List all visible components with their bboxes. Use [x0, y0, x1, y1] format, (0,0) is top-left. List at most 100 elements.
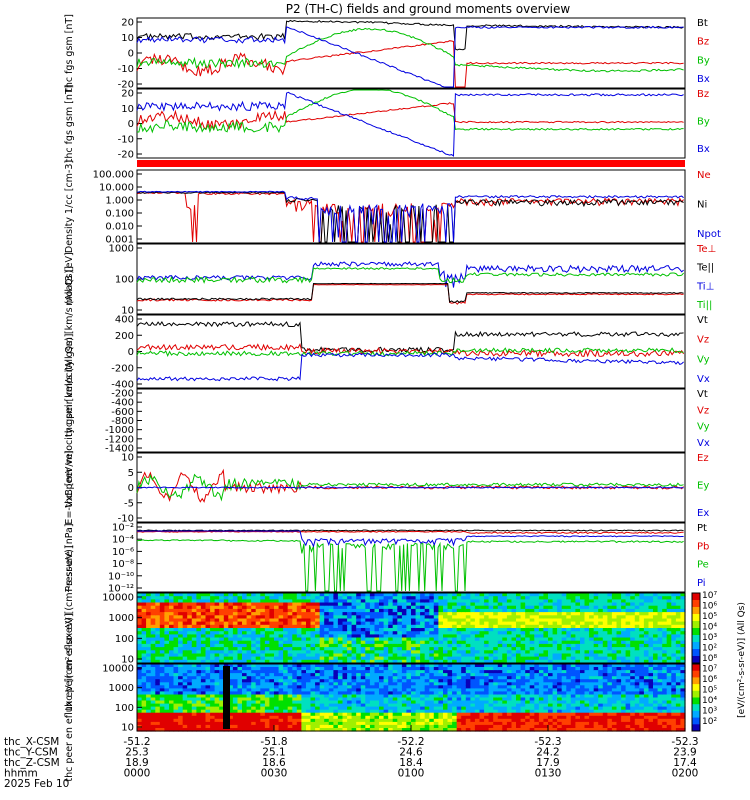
spectrogram-cell — [242, 631, 248, 635]
spectrogram-cell — [447, 712, 453, 717]
spectrogram-cell — [474, 682, 481, 686]
spectrogram-cell — [292, 624, 298, 629]
spectrogram-cell — [392, 637, 398, 642]
spectrogram-cell — [401, 700, 408, 705]
spectrogram-cell — [328, 721, 334, 726]
spectrogram-cell — [411, 706, 417, 711]
spectrogram-cell — [456, 643, 462, 648]
spectrogram-cell — [232, 691, 239, 695]
spectrogram-cell — [616, 628, 622, 632]
spectrogram-cell — [465, 715, 471, 720]
spectrogram-cell — [470, 656, 476, 661]
spectrogram-cell — [292, 602, 298, 607]
y-axis-label: Density 1/cc [cm-3] — [64, 160, 75, 253]
spectrogram-cell — [662, 637, 668, 642]
spectrogram-cell — [456, 596, 462, 600]
spectrogram-cell — [196, 618, 202, 623]
spectrogram-cell — [347, 643, 353, 648]
spectrogram-cell — [397, 709, 403, 714]
spectrogram-cell — [200, 694, 207, 699]
spectrogram-cell — [415, 728, 421, 732]
spectrogram-cell — [438, 721, 444, 726]
spectrogram-cell — [342, 615, 348, 620]
spectrogram-cell — [392, 621, 398, 626]
spectrogram-cell — [146, 593, 152, 597]
spectrogram-cell — [223, 631, 229, 635]
spectrogram-cell — [374, 605, 380, 610]
spectrogram-cell — [365, 637, 371, 642]
spectrogram-cell — [543, 697, 549, 702]
spectrogram-cell — [178, 628, 184, 632]
spectrogram-cell — [228, 712, 234, 717]
spectrogram-cell — [401, 697, 408, 702]
spectrogram-cell — [461, 637, 467, 642]
spectrogram-cell — [223, 621, 229, 626]
spectrogram-cell — [593, 618, 599, 623]
spectrogram-cell — [452, 628, 458, 632]
spectrogram-cell — [369, 634, 376, 639]
spectrogram-cell — [525, 650, 531, 655]
spectrogram-cell — [210, 593, 216, 597]
spectrogram-cell — [406, 615, 412, 620]
spectrogram-cell — [502, 728, 508, 732]
spectrogram-cell — [657, 656, 663, 661]
spectrogram-cell — [589, 596, 595, 600]
spectrogram-cell — [456, 659, 462, 664]
spectrogram-cell — [169, 718, 175, 723]
spectrogram-cell — [548, 728, 554, 732]
spectrogram-cell — [388, 605, 394, 610]
spectrogram-cell — [447, 728, 453, 732]
spectrogram-cell — [159, 679, 165, 683]
spectrogram-cell — [443, 650, 449, 655]
spectrogram-cell — [511, 679, 517, 683]
spectrogram-cell — [630, 647, 636, 651]
spectrogram-cell — [223, 612, 229, 616]
spectrogram-cell — [146, 612, 152, 616]
spectrogram-cell — [337, 643, 344, 648]
spectrogram-cell — [365, 712, 371, 717]
spectrogram-cell — [210, 653, 216, 658]
spectrogram-cell — [433, 637, 439, 642]
spectrogram-cell — [516, 612, 522, 616]
spectrogram-cell — [438, 593, 444, 597]
spectrogram-cell — [200, 653, 207, 658]
spectrogram-cell — [333, 593, 339, 597]
spectrogram-cell — [379, 628, 385, 632]
spectrogram-cell — [182, 688, 188, 692]
spectrogram-cell — [538, 721, 545, 726]
spectrogram-cell — [191, 618, 197, 623]
spectrogram-cell — [411, 709, 417, 714]
y-tick-label: 400 — [115, 315, 134, 326]
spectrogram-cell — [324, 650, 330, 655]
spectrogram-cell — [388, 703, 394, 708]
spectrogram-cell — [137, 593, 143, 597]
spectrogram-cell — [374, 637, 380, 642]
spectrogram-cell — [461, 724, 467, 729]
spectrogram-cell — [264, 596, 271, 600]
spectrogram-cell — [255, 706, 261, 711]
spectrogram-cell — [548, 676, 554, 680]
spectrogram-cell — [196, 670, 202, 674]
spectrogram-cell — [182, 659, 188, 664]
spectrogram-cell — [497, 631, 503, 635]
spectrogram-cell — [379, 647, 385, 651]
spectrogram-cell — [365, 650, 371, 655]
spectrogram-cell — [324, 605, 330, 610]
spectrogram-cell — [365, 653, 371, 658]
spectrogram-cell — [607, 624, 613, 629]
spectrogram-cell — [360, 712, 366, 717]
spectrogram-cell — [342, 656, 348, 661]
spectrogram-cell — [232, 596, 239, 600]
spectrogram-cell — [264, 694, 271, 699]
spectrogram-cell — [182, 682, 188, 686]
spectrogram-cell — [333, 602, 339, 607]
spectrogram-cell — [200, 682, 207, 686]
spectrogram-cell — [429, 667, 435, 671]
spectrogram-cell — [242, 673, 248, 677]
spectrogram-cell — [347, 631, 353, 635]
spectrogram-cell — [369, 643, 376, 648]
spectrogram-cell — [232, 656, 239, 661]
spectrogram-cell — [347, 608, 353, 613]
spectrogram-cell — [525, 612, 531, 616]
spectrogram-cell — [187, 605, 193, 610]
